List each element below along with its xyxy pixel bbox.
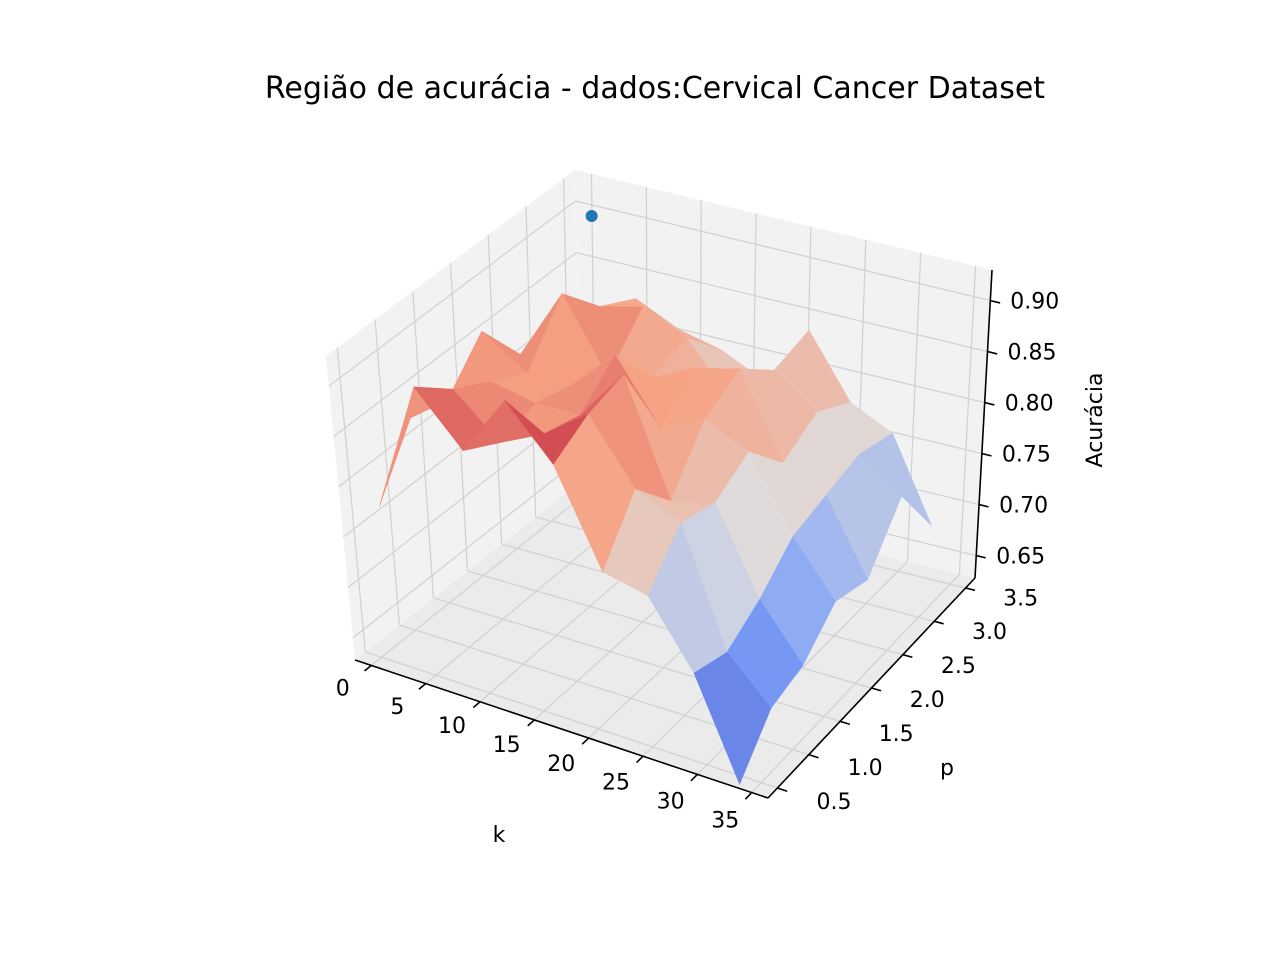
z-tick-label: 0.65 <box>996 545 1045 570</box>
x-tick-mark <box>364 664 372 672</box>
highlight-point <box>585 210 598 223</box>
grid-line-z-back <box>576 252 988 353</box>
y-tick-label: 1.5 <box>879 722 914 747</box>
z-tick-mark <box>978 503 989 508</box>
z-tick-label: 0.75 <box>1002 443 1051 468</box>
chart-title: Região de acurácia - dados:Cervical Canc… <box>265 71 1045 106</box>
grid-line-z-back <box>575 200 991 302</box>
x-tick-mark <box>527 719 535 727</box>
x-axis-line <box>354 659 769 799</box>
grid-line-x-back <box>906 252 922 562</box>
x-tick-label: 5 <box>390 695 404 720</box>
x-tick-mark <box>581 737 590 745</box>
y-tick-mark <box>934 620 944 625</box>
z-tick-label: 0.85 <box>1008 341 1057 366</box>
z-tick-label: 0.80 <box>1005 392 1054 417</box>
y-tick-label: 1.0 <box>848 756 883 781</box>
x-tick-label: 15 <box>493 733 521 758</box>
y-tick-label: 0.5 <box>817 790 852 815</box>
x-tick-mark <box>636 755 644 764</box>
z-tick-mark <box>976 554 986 559</box>
z-axis-line <box>974 269 993 579</box>
grid-line-y-left <box>412 291 435 599</box>
y-tick-mark <box>902 653 913 659</box>
grid-line-y-floor <box>365 651 778 789</box>
x-tick-label: 10 <box>438 714 466 739</box>
z-tick-label: 0.90 <box>1010 290 1059 315</box>
surface-face <box>693 652 772 785</box>
x-tick-label: 30 <box>657 790 685 815</box>
x-tick-mark <box>690 773 698 782</box>
accuracy-surface <box>378 210 932 785</box>
z-tick-mark <box>981 452 992 457</box>
y-tick-label: 2.0 <box>910 688 945 713</box>
x-tick-label: 0 <box>336 676 350 701</box>
x-tick-mark <box>472 701 481 709</box>
y-tick-mark <box>777 787 788 792</box>
y-tick-label: 2.5 <box>941 654 976 679</box>
y-tick-mark <box>871 687 882 692</box>
x-axis-label: k <box>493 823 506 848</box>
x-tick-label: 20 <box>547 752 575 777</box>
x-tick-mark <box>744 792 753 800</box>
z-tick-mark <box>990 299 1001 304</box>
grid-line-z-left <box>333 252 577 438</box>
y-tick-label: 3.5 <box>1003 586 1038 611</box>
y-tick-mark <box>965 587 976 592</box>
y-axis-label: p <box>940 756 954 781</box>
z-tick-mark <box>987 350 998 355</box>
axes: 0 5 10 15 20 25 30 35 0.5 1.0 1.5 2.0 2.5 3.0 3.5 0.65 0… <box>336 269 1059 833</box>
z-tick-label: 0.70 <box>999 494 1048 519</box>
y-tick-label: 3.0 <box>972 620 1007 645</box>
grid-line-z-left <box>328 200 576 387</box>
z-axis-label: Acurácia <box>1083 373 1108 468</box>
grid-line-y-left <box>336 347 366 652</box>
x-tick-label: 35 <box>711 808 739 833</box>
x-tick-label: 25 <box>602 771 630 796</box>
x-tick-mark <box>418 682 427 690</box>
grid-line-y-left <box>374 319 400 625</box>
grid-line-x-back <box>958 266 977 575</box>
grid-line-z-left <box>352 458 581 639</box>
y-tick-mark <box>839 720 851 726</box>
y-tick-mark <box>808 753 819 759</box>
z-tick-mark <box>984 401 995 406</box>
